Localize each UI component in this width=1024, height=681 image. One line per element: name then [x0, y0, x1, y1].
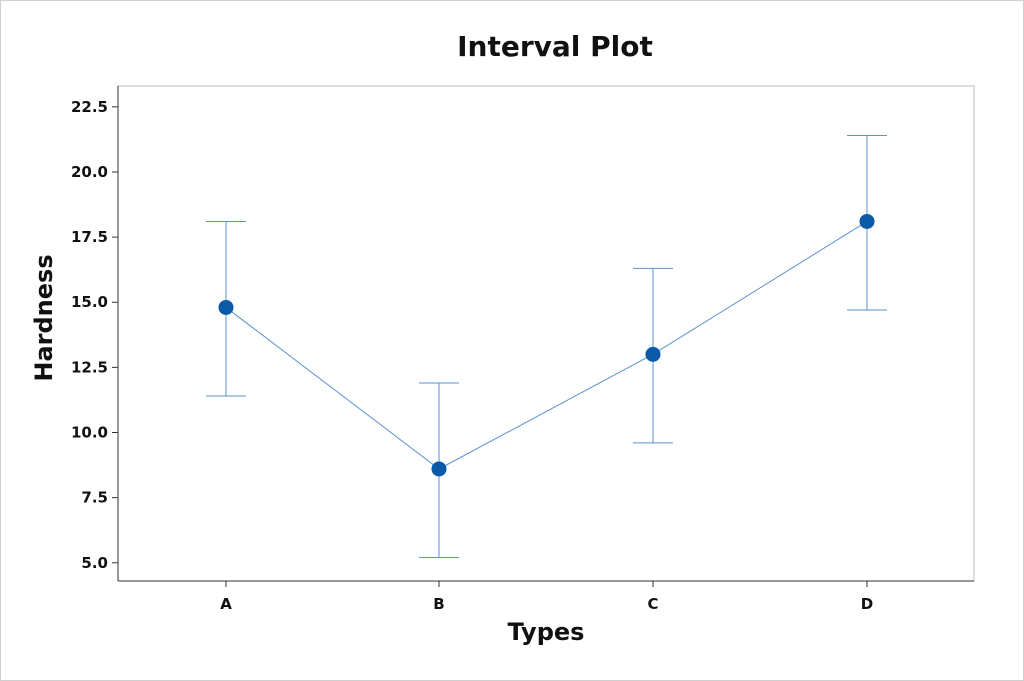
y-tick-label: 12.5 — [71, 358, 108, 376]
mean-points — [218, 213, 875, 477]
x-tick-label: A — [220, 595, 232, 613]
y-tick-label: 5.0 — [81, 554, 108, 572]
x-tick-label: C — [647, 595, 658, 613]
plot-border — [117, 85, 975, 582]
x-axis: A B C D — [118, 580, 974, 613]
x-tick-label: B — [433, 595, 444, 613]
y-axis: 5.0 7.5 10.0 12.5 15.0 17.5 20.0 22.5 — [71, 86, 119, 581]
chart-title: Interval Plot — [457, 30, 653, 63]
y-tick-label: 10.0 — [71, 424, 108, 442]
data-point — [431, 461, 447, 477]
x-tick-label: D — [861, 595, 873, 613]
x-axis-label: Types — [508, 618, 585, 646]
plot-area — [117, 85, 975, 582]
data-point — [645, 346, 661, 362]
y-tick-label: 7.5 — [81, 489, 108, 507]
y-tick-label: 22.5 — [71, 98, 108, 116]
data-point — [859, 213, 875, 229]
y-tick-label: 17.5 — [71, 228, 108, 246]
y-tick-label: 20.0 — [71, 163, 108, 181]
data-point — [218, 299, 234, 315]
mean-connect-line — [225, 221, 868, 470]
y-axis-label: Hardness — [30, 254, 58, 381]
y-tick-label: 15.0 — [71, 293, 108, 311]
series-line — [225, 221, 868, 470]
